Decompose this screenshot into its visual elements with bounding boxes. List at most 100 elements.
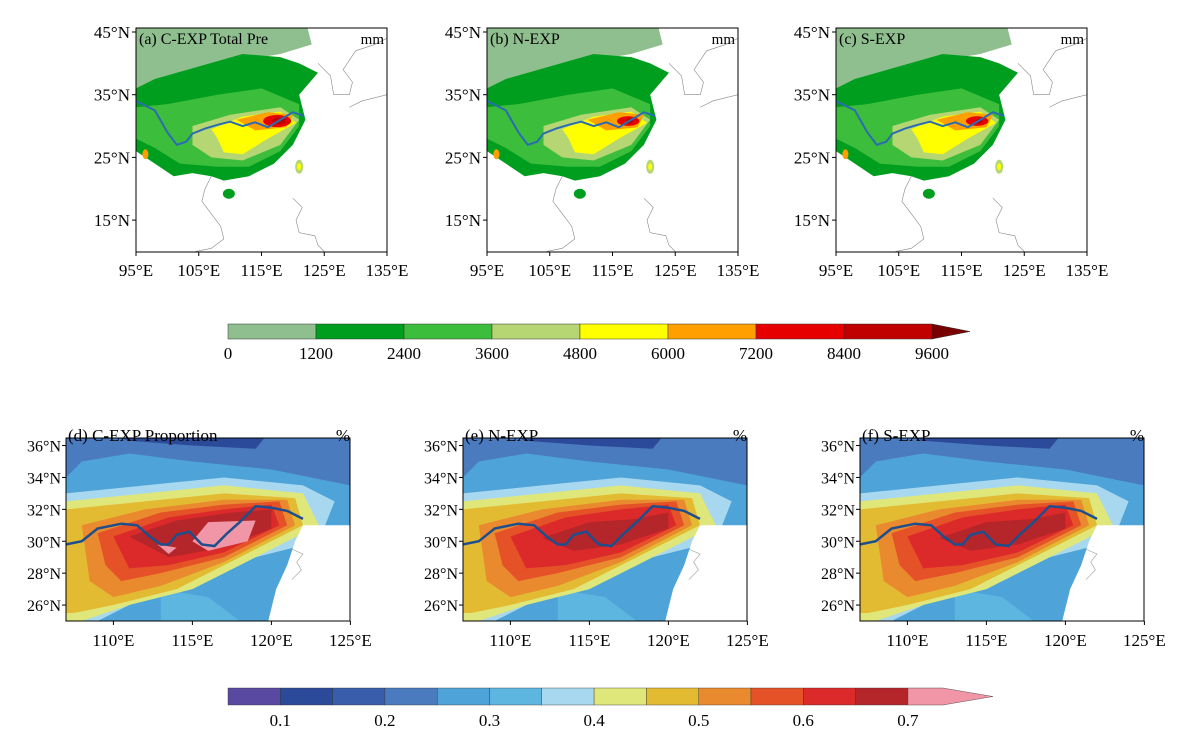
yangtze-river — [836, 100, 1005, 147]
indochina-coastline — [895, 176, 925, 252]
yangtze-river — [463, 504, 701, 548]
map-panel-c: (a) C-EXP Total Pre mm 45°N 35°N 25°N 15°N 95°… — [94, 23, 409, 280]
contour-fill — [66, 438, 350, 621]
colorbar-box — [750, 687, 804, 706]
lat-tick-label: 32°N — [821, 502, 855, 519]
coastline — [291, 548, 304, 580]
panel-unit: mm — [712, 32, 736, 48]
colorbar-label: 0.2 — [374, 711, 395, 730]
proportion-panel-n: (e) N-EXP % 36°N 34°N 32°N 30°N 28°N 26°N 110°E 1… — [424, 426, 769, 650]
lon-tick-label: 135°E — [1066, 261, 1109, 280]
colorbar-box — [384, 687, 438, 706]
japan-coastline — [1049, 94, 1087, 108]
lat-tick-label: 15°N — [94, 211, 130, 230]
japan-coastline — [349, 94, 387, 108]
taiwan-core — [648, 163, 653, 171]
contour-fill — [836, 28, 1087, 252]
contour-west-spot — [493, 149, 500, 160]
lon-tick-label: 115°E — [240, 261, 282, 280]
colorbar-box — [227, 687, 281, 706]
colorbar-label: 6000 — [651, 344, 685, 363]
colorbar-box — [315, 323, 405, 340]
contour-top-dark — [518, 438, 662, 449]
hainan — [573, 188, 586, 199]
lon-tick-label: 120°E — [1044, 631, 1087, 650]
philippines-coastline — [643, 197, 676, 252]
contour-fill — [860, 438, 1144, 621]
lat-tick-label: 35°N — [794, 86, 830, 105]
colorbar-label: 1200 — [299, 344, 333, 363]
panel-title: (e) N-EXP — [465, 426, 538, 445]
lon-tick-label: 110°E — [489, 631, 531, 650]
lat-tick-label: 34°N — [27, 470, 61, 487]
yangtze-river — [136, 100, 305, 147]
lat-tick-label: 36°N — [424, 439, 458, 456]
contour-south — [954, 589, 1034, 621]
lon-tick-label: 115°E — [568, 631, 610, 650]
contour-west-spot — [142, 149, 149, 160]
panel-title: (d) C-EXP Proportion — [68, 426, 218, 445]
colorbar-box — [593, 687, 647, 706]
panel-unit: % — [733, 426, 747, 445]
lat-tick-label: 26°N — [821, 598, 855, 615]
lon-tick-label: 110°E — [92, 631, 134, 650]
lon-tick-label: 125°E — [726, 631, 769, 650]
colorbar-box — [579, 323, 669, 340]
lon-tick-label: 115°E — [591, 261, 633, 280]
contour-0.7-spot — [157, 544, 177, 555]
panel-title: (f) S-EXP — [862, 426, 930, 445]
contour-upper — [66, 438, 350, 486]
panel-unit: mm — [361, 32, 385, 48]
map-frame — [462, 437, 748, 622]
panel-title: (a) C-EXP Total Pre — [139, 31, 268, 48]
lat-tick-label: 36°N — [821, 439, 855, 456]
lon-tick-label: 120°E — [647, 631, 690, 650]
colorbar-label: 2400 — [387, 344, 421, 363]
contour-fill — [463, 438, 747, 621]
contour-fill — [136, 28, 387, 252]
indochina-coastline — [195, 176, 225, 252]
lat-tick-label: 34°N — [424, 470, 458, 487]
philippines-coastline — [992, 197, 1025, 252]
lat-tick-label: 45°N — [445, 23, 481, 42]
lon-tick-label: 105°E — [528, 261, 571, 280]
lat-tick-label: 45°N — [794, 23, 830, 42]
taiwan-core — [997, 163, 1002, 171]
panel-unit: mm — [1061, 32, 1085, 48]
colorbar-box — [541, 687, 595, 706]
lon-tick-label: 135°E — [366, 261, 409, 280]
lat-tick-label: 45°N — [94, 23, 130, 42]
colorbar-label: 0.6 — [793, 711, 814, 730]
lon-tick-label: 125°E — [1003, 261, 1046, 280]
indochina-coastline — [546, 176, 576, 252]
lon-tick-label: 125°E — [303, 261, 346, 280]
lat-tick-label: 28°N — [424, 566, 458, 583]
lon-tick-label: 95°E — [470, 261, 504, 280]
lat-tick-label: 34°N — [821, 470, 855, 487]
map-frame — [65, 437, 351, 622]
colorbar-proportion: 0.1 0.2 0.3 0.4 0.5 0.6 0.7 — [227, 687, 993, 730]
lon-tick-label: 110°E — [886, 631, 928, 650]
coastline — [1085, 548, 1098, 580]
panel-unit: % — [1130, 426, 1144, 445]
colorbar-precip: 0 1200 2400 3600 4800 6000 7200 8400 9600 — [224, 323, 971, 363]
philippines-coastline — [292, 197, 325, 252]
colorbar-label: 7200 — [739, 344, 773, 363]
colorbar-label: 8400 — [827, 344, 861, 363]
yangtze-river — [487, 100, 656, 147]
lon-tick-label: 125°E — [1123, 631, 1166, 650]
colorbar-label: 0.4 — [583, 711, 605, 730]
contour-west-spot — [842, 149, 849, 160]
ocean-mask — [665, 525, 747, 621]
contour-top-dark — [121, 438, 265, 449]
lat-tick-label: 26°N — [27, 598, 61, 615]
contour-fill — [487, 28, 738, 252]
lat-tick-label: 25°N — [94, 148, 130, 167]
colorbar-label: 3600 — [475, 344, 509, 363]
lon-tick-label: 115°E — [940, 261, 982, 280]
colorbar-box — [403, 323, 493, 340]
colorbar-box — [698, 687, 752, 706]
map-panel-n: (b) N-EXP mm 45°N 35°N 25°N 15°N 95°E 105°E 115°… — [445, 23, 759, 280]
contour-upper — [463, 438, 747, 486]
